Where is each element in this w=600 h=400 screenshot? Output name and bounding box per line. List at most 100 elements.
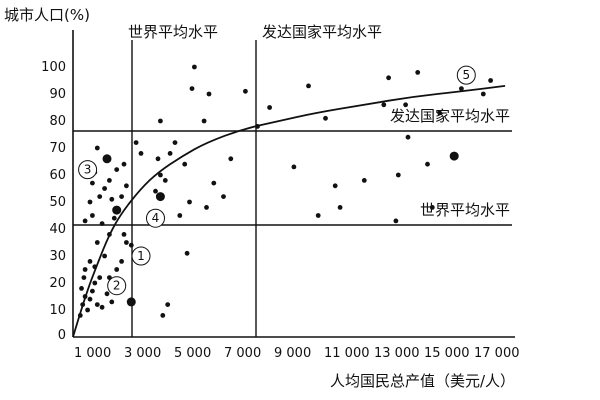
data-point [315,213,321,218]
data-point [94,302,100,307]
x-tick-label: 15 000 [424,346,470,361]
marker-circle [146,208,165,228]
data-point [85,307,90,313]
y-tick-label: 30 [49,249,66,264]
x-tick-label: 17 000 [474,346,520,361]
data-point [488,78,493,83]
data-point [187,199,192,205]
data-point [81,275,87,280]
data-point [99,221,105,227]
data-point [480,91,486,97]
marker-label: 5 [462,68,470,82]
y-tick-label: 70 [49,141,66,156]
data-point [459,86,464,91]
data-point [386,75,391,81]
data-point [153,188,158,194]
data-point [201,118,207,124]
data-point [323,115,328,121]
marker-4: 4 [146,208,165,228]
data-point [306,83,311,89]
data-point [114,267,120,272]
x-tick-label: 5 000 [174,346,211,361]
marker-circle [107,276,127,296]
data-point [94,240,100,245]
data-point-large [112,205,122,215]
data-point [82,218,88,224]
data-point [133,140,139,146]
data-point [121,232,127,237]
data-point [97,194,103,200]
data-point [92,280,98,286]
y-tick-label: 10 [49,303,66,318]
data-point [415,70,421,75]
data-point [79,286,84,291]
x-tick-label: 11 000 [324,346,370,361]
data-point [381,102,387,108]
marker-label: 4 [152,211,160,225]
data-point [172,140,178,146]
data-point [361,178,367,183]
x-axis-title: 人均国民总产值（美元/人） [330,372,515,390]
data-point [267,105,272,110]
data-point [138,151,144,156]
data-point [155,156,161,162]
data-point [395,172,401,178]
x-tick-labels: 1 000 3 000 5 000 7 000 9 000 11 000 13 000 15 … [74,346,520,361]
data-point [393,218,399,224]
data-point [182,161,188,167]
marker-label: 1 [137,249,145,263]
data-point [119,194,124,200]
data-point [119,259,124,264]
data-point [90,288,95,294]
marker-3: 3 [78,160,98,180]
marker-2: 2 [107,276,127,296]
marker-1: 1 [131,246,151,266]
data-point [111,215,117,221]
data-point [107,178,112,183]
y-tick-label: 80 [49,114,66,129]
data-point [165,302,171,307]
data-point [90,213,95,218]
data-point [405,134,411,140]
data-point [337,205,343,210]
data-point [87,199,93,205]
data-point [221,194,226,200]
x-tick-label: 7 000 [224,346,261,361]
y-tick-label: 100 [41,60,66,75]
y-tick-label: 0 [58,328,66,343]
data-point [104,291,110,297]
data-point [291,164,297,170]
data-point [99,304,105,310]
marker-circle [78,160,98,180]
data-point-large [155,192,165,202]
data-point [403,102,408,108]
y-tick-label: 90 [49,87,66,102]
y-tick-label: 60 [49,168,66,183]
y-tick-label: 40 [49,222,66,237]
x-tick-label: 13 000 [374,346,420,361]
developed-average-horizontal-label: 发达国家平均水平 [390,107,510,125]
data-point [332,183,338,189]
data-point [167,151,173,156]
data-point [206,91,212,97]
y-tick-label: 50 [49,195,66,210]
trend-curve [72,85,506,338]
world-average-vertical-label: 世界平均水平 [128,23,218,41]
data-point [102,253,107,259]
marker-label: 2 [113,279,121,293]
data-point [211,180,217,186]
y-tick-label: 20 [49,276,66,291]
data-point [204,205,209,210]
data-point-large [449,151,459,161]
data-point [243,88,248,94]
data-point [102,186,107,191]
x-tick-label: 3 000 [124,346,161,361]
data-point [158,118,163,124]
developed-average-vertical-label: 发达国家平均水平 [262,23,382,41]
data-point [87,296,93,302]
data-point [97,275,103,280]
y-axis-title: 城市人口(%) [4,6,90,24]
data-point [429,205,435,210]
data-point [158,172,163,178]
data-point [425,161,430,167]
